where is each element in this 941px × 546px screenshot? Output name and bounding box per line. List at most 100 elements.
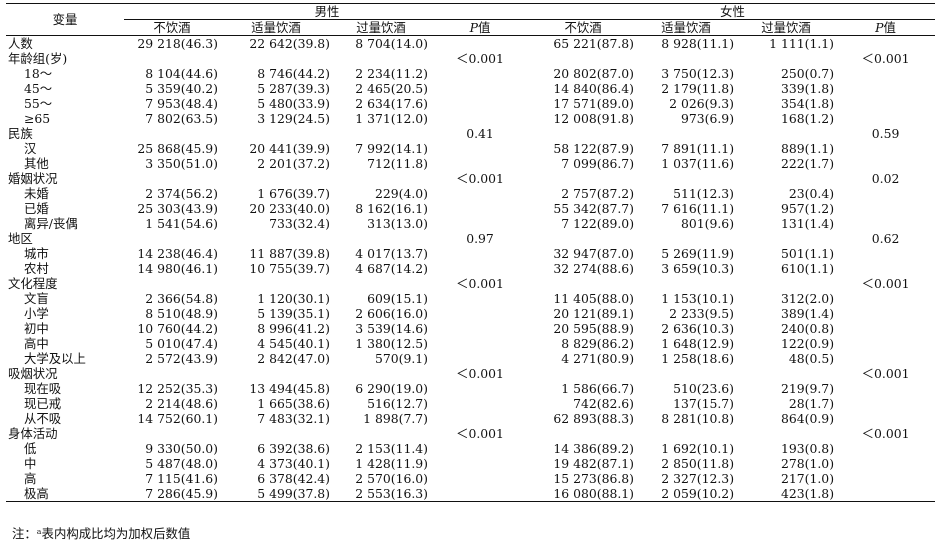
female-p-value bbox=[836, 471, 935, 486]
male-p-value: ＜0.001 bbox=[456, 366, 504, 381]
male-moderate-cell: 4 545(40.1) bbox=[257, 336, 330, 351]
table-row: 高 7 115(41.6) 6 378(42.4) 2 570(16.0) 15 273… bbox=[6, 471, 935, 486]
male-excess-cell bbox=[332, 426, 430, 441]
male-excess-cell: 2 153(11.4) bbox=[355, 441, 428, 456]
female-excess-cell: 354(1.8) bbox=[781, 96, 835, 111]
male-none-cell: 7 115(41.6) bbox=[145, 471, 218, 486]
female-none-cell: 32 274(88.6) bbox=[553, 261, 635, 276]
female-moderate-cell: 2 233(9.5) bbox=[669, 306, 735, 321]
female-excess-cell: 278(1.0) bbox=[781, 456, 835, 471]
male-excess-cell: 2 553(16.3) bbox=[332, 486, 430, 502]
male-p-value bbox=[430, 291, 530, 306]
male-none-cell: 14 752(60.1) bbox=[137, 411, 218, 426]
row-label: 离异/丧偶 bbox=[24, 216, 78, 231]
row-label: 从不吸 bbox=[24, 411, 62, 426]
male-excess-cell: 2 234(11.2) bbox=[355, 66, 428, 81]
table-row: 离异/丧偶 1 541(54.6) 733(32.4) 313(13.0) 7 122(… bbox=[6, 216, 935, 231]
female-p-value: ＜0.001 bbox=[861, 276, 910, 291]
male-none-cell: 5 359(40.2) bbox=[145, 81, 218, 96]
male-moderate-cell bbox=[220, 276, 332, 291]
female-moderate-cell: 5 269(11.9) bbox=[661, 246, 735, 261]
male-moderate-cell bbox=[220, 126, 332, 141]
row-label: 大学及以上 bbox=[24, 351, 86, 366]
female-excess-cell: 250(0.7) bbox=[781, 66, 835, 81]
female-none-cell: 55 342(87.7) bbox=[553, 201, 635, 216]
male-p-value bbox=[430, 411, 530, 426]
female-p-value: 0.59 bbox=[871, 126, 900, 141]
female-p-value: ＜0.001 bbox=[861, 426, 910, 441]
table-row: 吸烟状况 ＜0.001 ＜0.001 bbox=[6, 366, 935, 381]
male-none-cell: 5 010(47.4) bbox=[145, 336, 218, 351]
female-p-value: 0.62 bbox=[871, 231, 900, 246]
male-moderate-cell: 1 665(38.6) bbox=[257, 396, 330, 411]
row-label: 年龄组(岁) bbox=[8, 51, 68, 66]
row-label: 小学 bbox=[24, 306, 49, 321]
male-p-value bbox=[430, 486, 531, 502]
table-body: 人数 29 218(46.3) 22 642(39.8) 8 704(14.0) 65 … bbox=[6, 36, 936, 502]
male-none-cell: 10 760(44.2) bbox=[137, 321, 218, 336]
female-moderate-cell: 3 750(12.3) bbox=[661, 66, 735, 81]
female-none-cell: 32 947(87.0) bbox=[553, 246, 635, 261]
male-moderate-cell: 6 392(38.6) bbox=[257, 441, 330, 456]
female-none-cell: 7 099(86.7) bbox=[561, 156, 635, 171]
male-none-cell: 7 802(63.5) bbox=[145, 111, 218, 126]
table-row: 民族 0.41 0.59 bbox=[6, 126, 935, 141]
male-p-value bbox=[430, 66, 530, 81]
female-moderate-cell: 1 692(10.1) bbox=[661, 441, 735, 456]
row-label: 未婚 bbox=[24, 186, 49, 201]
female-moderate-cell bbox=[636, 126, 736, 141]
row-label: 城市 bbox=[24, 246, 49, 261]
female-moderate-cell: 1 258(18.6) bbox=[661, 351, 735, 366]
male-excess-cell: 2 570(16.0) bbox=[355, 471, 428, 486]
male-group-header: 男性 bbox=[124, 3, 531, 20]
male-excess-cell: 609(15.1) bbox=[367, 291, 428, 306]
male-none-cell: 12 252(35.3) bbox=[137, 381, 218, 396]
female-col-none: 不饮酒 bbox=[530, 19, 637, 36]
row-label: 中 bbox=[24, 456, 37, 471]
female-excess-cell: 312(2.0) bbox=[781, 291, 835, 306]
male-excess-cell: 2 634(17.6) bbox=[355, 96, 428, 111]
male-none-cell bbox=[124, 231, 220, 246]
male-excess-cell: 516(12.7) bbox=[367, 396, 428, 411]
male-p-header: P值 bbox=[430, 19, 531, 36]
female-p-value bbox=[836, 156, 935, 171]
female-moderate-cell: 7 616(11.1) bbox=[661, 201, 735, 216]
table-row: 18～ 8 104(44.6) 8 746(44.2) 2 234(11.2) 20 8… bbox=[6, 66, 935, 81]
female-none-cell: 62 893(88.3) bbox=[553, 411, 635, 426]
female-excess-cell: 889(1.1) bbox=[781, 141, 835, 156]
male-p-value bbox=[430, 351, 530, 366]
male-p-value bbox=[430, 471, 530, 486]
table-row: 初中 10 760(44.2) 8 996(41.2) 3 539(14.6) 20 5… bbox=[6, 321, 935, 336]
female-p-value bbox=[836, 201, 935, 216]
female-p-value bbox=[836, 336, 935, 351]
male-none-cell: 2 374(56.2) bbox=[145, 186, 218, 201]
male-excess-cell: 712(11.8) bbox=[367, 156, 428, 171]
table-row: 45～ 5 359(40.2) 5 287(39.3) 2 465(20.5) 14 8… bbox=[6, 81, 935, 96]
table-row: 城市 14 238(46.4) 11 887(39.8) 4 017(13.7) 32 … bbox=[6, 246, 935, 261]
female-p-value bbox=[836, 351, 935, 366]
table-row: 已婚 25 303(43.9) 20 233(40.0) 8 162(16.1) 55 … bbox=[6, 201, 935, 216]
male-p-value bbox=[430, 381, 530, 396]
male-excess-cell: 2 606(16.0) bbox=[355, 306, 428, 321]
table-row: 人数 29 218(46.3) 22 642(39.8) 8 704(14.0) 65 … bbox=[6, 36, 935, 52]
female-moderate-cell bbox=[636, 51, 736, 66]
female-none-cell bbox=[530, 231, 636, 246]
female-p-value bbox=[836, 411, 935, 426]
male-p-value bbox=[430, 186, 530, 201]
male-none-cell: 7 286(45.9) bbox=[124, 486, 220, 502]
male-none-cell: 25 868(45.9) bbox=[137, 141, 218, 156]
male-none-cell: 2 572(43.9) bbox=[145, 351, 218, 366]
male-col-none: 不饮酒 bbox=[124, 19, 220, 36]
male-moderate-cell: 13 494(45.8) bbox=[249, 381, 330, 396]
female-p-value bbox=[836, 486, 936, 502]
male-moderate-cell: 10 755(39.7) bbox=[249, 261, 330, 276]
male-none-cell: 29 218(46.3) bbox=[137, 36, 218, 51]
female-excess-cell: 864(0.9) bbox=[781, 411, 835, 426]
female-p-value bbox=[836, 111, 935, 126]
table-row: 年龄组(岁) ＜0.001 ＜0.001 bbox=[6, 51, 935, 66]
female-none-cell: 17 571(89.0) bbox=[553, 96, 635, 111]
female-excess-cell: 23(0.4) bbox=[788, 186, 835, 201]
male-p-value bbox=[430, 216, 530, 231]
male-excess-cell: 229(4.0) bbox=[374, 186, 428, 201]
male-none-cell bbox=[124, 276, 220, 291]
